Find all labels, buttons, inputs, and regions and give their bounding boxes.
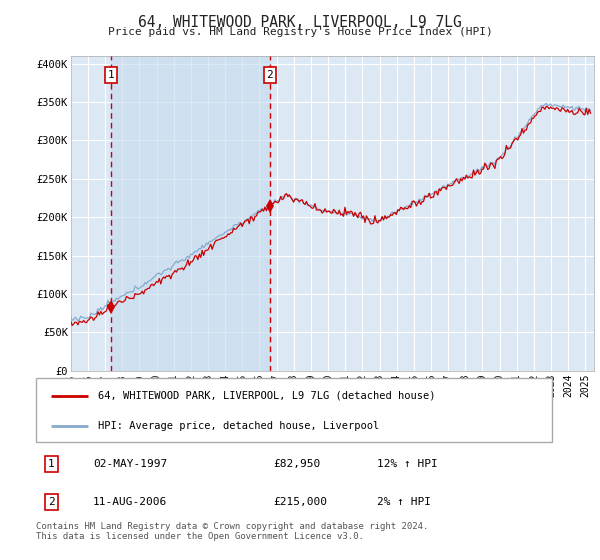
Text: 2% ↑ HPI: 2% ↑ HPI	[377, 497, 431, 507]
FancyBboxPatch shape	[36, 378, 552, 442]
Text: 2: 2	[48, 497, 55, 507]
Bar	[111, 56, 270, 371]
Text: 1: 1	[108, 70, 115, 80]
Text: Contains HM Land Registry data © Crown copyright and database right 2024.
This d: Contains HM Land Registry data © Crown c…	[36, 522, 428, 542]
Text: 02-MAY-1997: 02-MAY-1997	[93, 459, 167, 469]
Text: 64, WHITEWOOD PARK, LIVERPOOL, L9 7LG: 64, WHITEWOOD PARK, LIVERPOOL, L9 7LG	[138, 15, 462, 30]
Text: 11-AUG-2006: 11-AUG-2006	[93, 497, 167, 507]
Text: 64, WHITEWOOD PARK, LIVERPOOL, L9 7LG (detached house): 64, WHITEWOOD PARK, LIVERPOOL, L9 7LG (d…	[98, 391, 436, 401]
Text: £215,000: £215,000	[274, 497, 328, 507]
Text: 2: 2	[266, 70, 273, 80]
Text: 12% ↑ HPI: 12% ↑ HPI	[377, 459, 437, 469]
Text: Price paid vs. HM Land Registry's House Price Index (HPI): Price paid vs. HM Land Registry's House …	[107, 27, 493, 37]
Text: £82,950: £82,950	[274, 459, 320, 469]
Text: 1: 1	[48, 459, 55, 469]
Text: HPI: Average price, detached house, Liverpool: HPI: Average price, detached house, Live…	[98, 421, 379, 431]
